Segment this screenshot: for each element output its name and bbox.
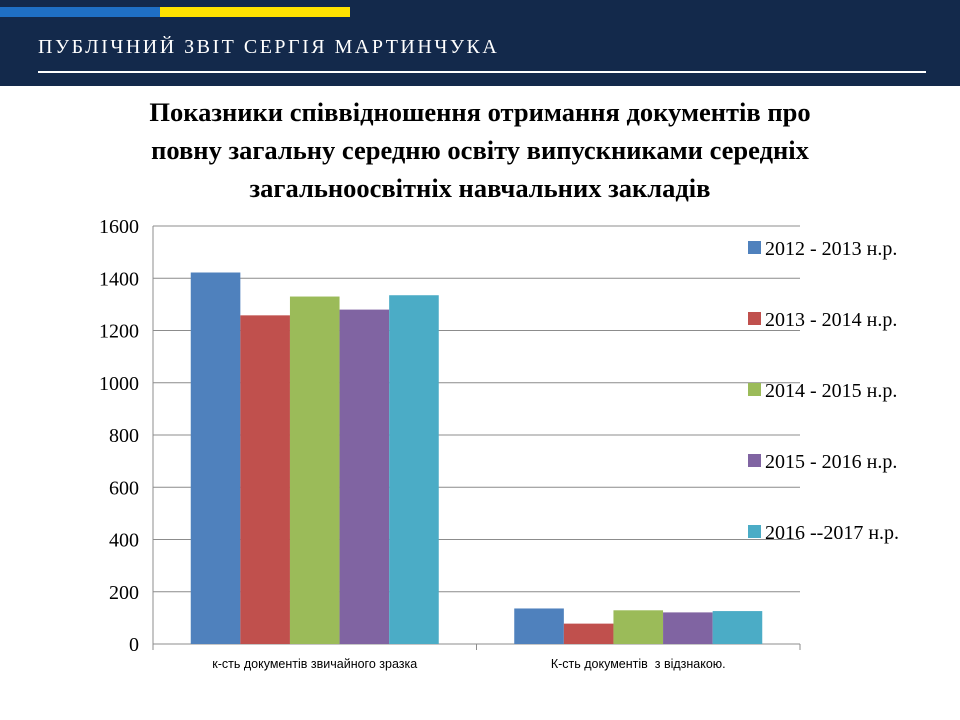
y-tick-label: 800	[109, 425, 139, 447]
y-tick-label: 1000	[99, 373, 139, 395]
x-category-label: К-сть документів з відзнакою.	[551, 657, 726, 671]
legend-label: 2014 - 2015 н.р.	[765, 380, 897, 402]
slide-header: ПУБЛІЧНИЙ ЗВІТ СЕРГІЯ МАРТИНЧУКА	[0, 0, 960, 86]
bar	[663, 612, 713, 644]
header-title: ПУБЛІЧНИЙ ЗВІТ СЕРГІЯ МАРТИНЧУКА	[38, 36, 500, 58]
flag-stripe-blue	[0, 7, 160, 17]
legend-label: 2015 - 2016 н.р.	[765, 451, 897, 473]
legend-swatch	[748, 454, 761, 467]
header-divider	[38, 71, 926, 73]
bar	[339, 309, 390, 644]
legend-swatch	[748, 241, 761, 254]
y-tick-label: 400	[109, 530, 139, 552]
bar	[613, 610, 664, 644]
legend-label: 2016 --2017 н.р.	[765, 522, 899, 544]
legend-label: 2012 - 2013 н.р.	[765, 238, 897, 260]
bar	[289, 296, 340, 644]
chart-title-line-3: загальноосвітніх навчальних закладів	[249, 173, 711, 203]
y-tick-label: 1200	[99, 321, 139, 343]
bar	[563, 623, 614, 644]
legend-swatch	[748, 312, 761, 325]
y-tick-label: 0	[129, 634, 139, 656]
y-tick-label: 1600	[99, 216, 139, 238]
bar	[240, 315, 290, 644]
bar	[514, 608, 564, 644]
y-tick-label: 200	[109, 582, 139, 604]
chart-title-line-1: Показники співвідношення отримання докум…	[149, 97, 811, 127]
legend-swatch	[748, 525, 761, 538]
legend-swatch	[748, 383, 761, 396]
chart-title-line-2: повну загальну середню освіту випускника…	[151, 135, 809, 165]
x-category-label: к-сть документів звичайного зразка	[212, 657, 417, 671]
y-tick-label: 600	[109, 477, 139, 499]
flag-stripe-yellow	[160, 7, 350, 17]
chart-title: Показники співвідношення отримання докум…	[40, 93, 920, 207]
bar	[712, 611, 763, 644]
bar	[389, 295, 439, 644]
bar	[190, 272, 241, 644]
y-tick-label: 1400	[99, 268, 139, 290]
legend-label: 2013 - 2014 н.р.	[765, 309, 897, 331]
